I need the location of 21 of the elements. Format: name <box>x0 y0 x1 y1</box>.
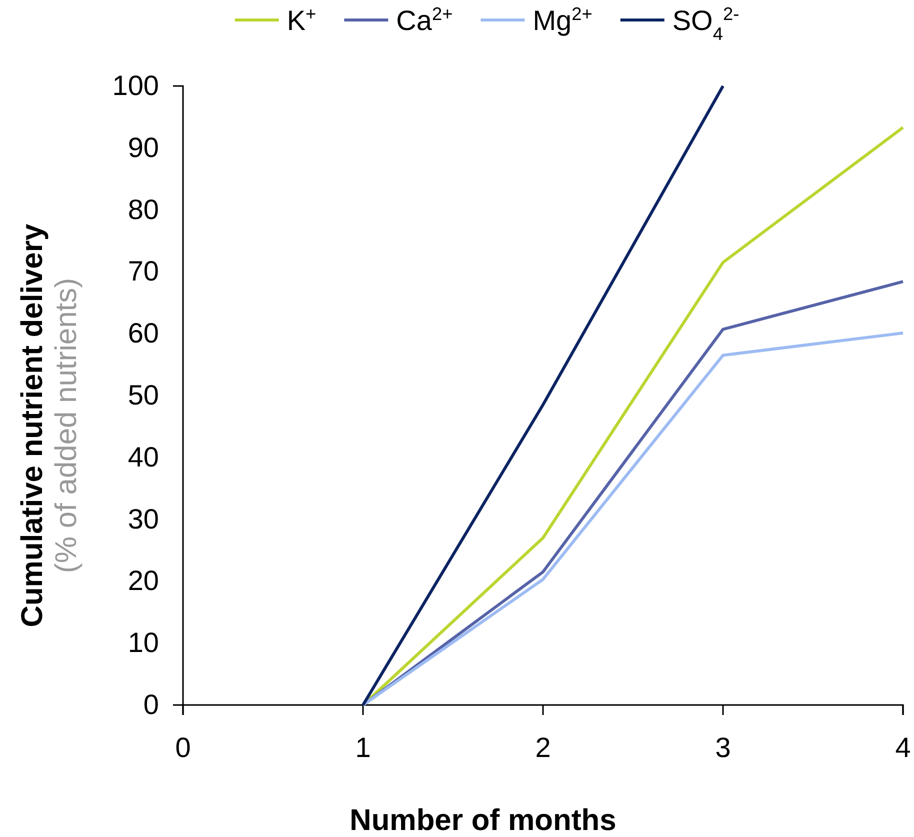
y-tick-label: 80 <box>128 194 159 225</box>
y-tick-label: 70 <box>128 256 159 287</box>
legend-label: Mg$^{2+}$ <box>532 4 592 36</box>
x-tick-label: 4 <box>895 732 911 763</box>
y-tick-label: 40 <box>128 441 159 472</box>
y-tick-label: 30 <box>128 503 159 534</box>
y-axis-title: Cumulative nutrient delivery (% of added nutrients) <box>16 223 83 628</box>
y-tick-label: 0 <box>143 688 159 720</box>
y-tick-label: 10 <box>128 627 159 658</box>
x-tick-label: 1 <box>355 732 371 763</box>
y-tick-label: 50 <box>128 379 159 410</box>
y-tick-label: 60 <box>128 318 159 349</box>
x-tick-label: 2 <box>535 732 551 763</box>
x-axis-title: Number of months <box>350 804 616 837</box>
legend-label: K$^{+}$ <box>286 4 316 36</box>
y-tick-label: 100 <box>112 70 159 101</box>
y-tick-label: 90 <box>128 132 159 163</box>
x-tick-label: 0 <box>175 732 191 763</box>
legend-label: Ca$^{2+}$ <box>396 4 453 36</box>
x-tick-label: 3 <box>715 732 731 763</box>
y-tick-label: 20 <box>128 565 159 596</box>
